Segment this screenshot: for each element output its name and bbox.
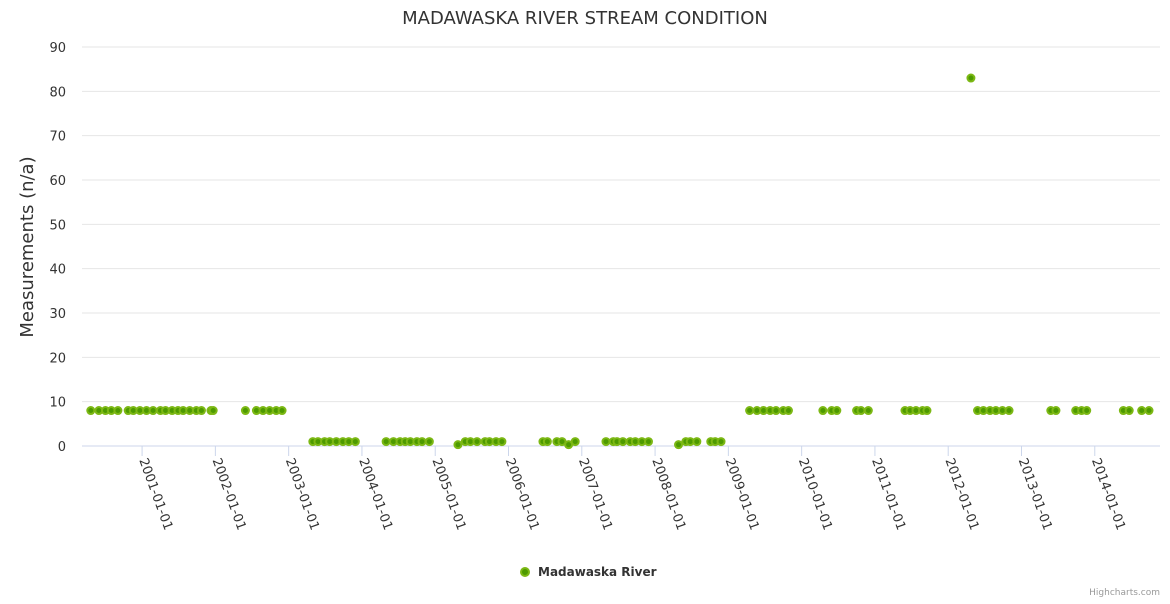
data-point <box>618 437 628 447</box>
data-point <box>832 406 842 416</box>
data-point <box>692 437 702 447</box>
x-tick-label: 2003-01-01 <box>282 456 322 532</box>
data-point <box>240 406 250 416</box>
x-tick-label: 2012-01-01 <box>941 456 981 532</box>
data-point <box>417 437 427 447</box>
data-point <box>966 73 976 83</box>
data-point <box>1082 406 1092 416</box>
y-tick-label: 10 <box>49 396 66 411</box>
data-point <box>196 406 206 416</box>
data-point <box>783 406 793 416</box>
data-point <box>570 437 580 447</box>
x-tick-label: 2007-01-01 <box>575 456 615 532</box>
data-point <box>1144 406 1154 416</box>
y-tick-label: 70 <box>49 130 66 145</box>
gridlines <box>82 46 1160 456</box>
y-tick-label: 30 <box>49 307 66 322</box>
x-tick-label: 2013-01-01 <box>1015 456 1055 532</box>
y-tick-label: 0 <box>58 440 66 455</box>
x-tick-label: 2010-01-01 <box>795 456 835 532</box>
data-point <box>208 406 218 416</box>
credits-link[interactable]: Highcharts.com <box>1089 588 1160 598</box>
data-point <box>277 406 287 416</box>
y-axis-title: Measurements (n/a) <box>17 156 38 337</box>
x-tick-label: 2006-01-01 <box>502 456 542 532</box>
series-madawaska-river <box>86 73 1154 450</box>
data-point <box>1124 406 1134 416</box>
x-tick-label: 2002-01-01 <box>209 456 249 532</box>
data-point <box>856 406 866 416</box>
data-point <box>643 437 653 447</box>
data-point <box>86 406 96 416</box>
data-point <box>113 406 123 416</box>
x-tick-label: 2009-01-01 <box>722 456 762 532</box>
y-tick-label: 80 <box>49 85 66 100</box>
x-tick-label: 2005-01-01 <box>428 456 468 532</box>
x-tick-label: 2014-01-01 <box>1088 456 1128 532</box>
y-tick-label: 60 <box>49 174 66 189</box>
x-tick-label: 2011-01-01 <box>868 456 908 532</box>
data-point <box>818 406 828 416</box>
data-point <box>863 406 873 416</box>
data-point <box>922 406 932 416</box>
data-point <box>771 406 781 416</box>
legend-marker <box>520 567 530 577</box>
y-tick-label: 40 <box>49 263 66 278</box>
x-tick-label: 2001-01-01 <box>135 456 175 532</box>
y-tick-label: 50 <box>49 218 66 233</box>
chart-title: MADAWASKA RIVER STREAM CONDITION <box>402 8 768 29</box>
data-point <box>1004 406 1014 416</box>
x-tick-label: 2008-01-01 <box>648 456 688 532</box>
data-point <box>1137 406 1147 416</box>
y-axis-labels: 0 10 20 30 40 50 60 70 80 90 <box>49 41 66 455</box>
y-tick-label: 20 <box>49 351 66 366</box>
data-point <box>381 437 391 447</box>
data-point <box>542 437 552 447</box>
data-point <box>472 437 482 447</box>
x-axis-labels: 2001-01-01 2002-01-01 2003-01-01 2004-01-01… <box>135 456 1128 532</box>
y-tick-label: 90 <box>49 41 66 56</box>
data-point <box>745 406 755 416</box>
data-point <box>601 437 611 447</box>
x-tick-label: 2004-01-01 <box>355 456 395 532</box>
legend-item-madawaska-river[interactable]: Madawaska River <box>520 565 657 579</box>
legend-label: Madawaska River <box>538 565 657 579</box>
data-point <box>674 440 684 450</box>
data-point <box>350 437 360 447</box>
data-point <box>148 406 158 416</box>
data-point <box>497 437 507 447</box>
data-point <box>453 440 463 450</box>
data-point <box>1051 406 1061 416</box>
data-point <box>424 437 434 447</box>
data-point <box>716 437 726 447</box>
